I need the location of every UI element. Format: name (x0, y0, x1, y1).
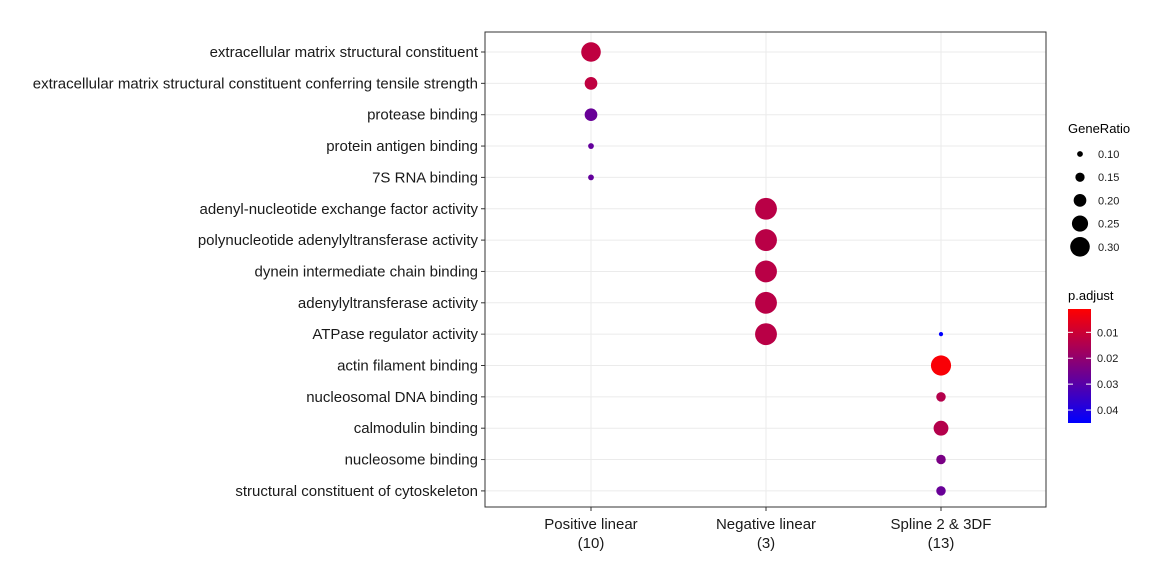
colorbar-label: 0.04 (1097, 405, 1118, 417)
y-tick-label: structural constituent of cytoskeleton (235, 483, 478, 500)
data-point (755, 229, 777, 252)
legend-p-adjust-title: p.adjust (1068, 288, 1114, 303)
legend-size-key (1070, 237, 1090, 257)
legend-size-key (1077, 151, 1083, 157)
y-tick-label: dynein intermediate chain binding (255, 263, 478, 280)
y-tick-label: 7S RNA binding (372, 169, 478, 186)
data-point (584, 77, 598, 90)
data-points (581, 42, 952, 496)
colorbar-label: 0.01 (1097, 327, 1118, 339)
data-point (755, 323, 777, 346)
legend-gene-ratio: GeneRatio 0.10 0.15 0.20 0.25 0.30 (1068, 121, 1130, 257)
x-tick-label: Positive linear (544, 516, 637, 533)
x-tick-count: (10) (578, 535, 605, 552)
legend-size-label: 0.25 (1098, 219, 1119, 231)
x-axis: Positive linear (10) Negative linear (3) Spl… (544, 507, 991, 552)
data-point (755, 197, 777, 220)
legend-gene-ratio-title: GeneRatio (1068, 121, 1130, 136)
data-point (755, 291, 777, 314)
legend-size-label: 0.20 (1098, 195, 1119, 207)
y-tick-label: adenyl-nucleotide exchange factor activi… (200, 201, 479, 218)
data-point (584, 108, 598, 122)
y-tick-label: adenylyltransferase activity (298, 295, 479, 312)
legend-size-key (1073, 194, 1087, 207)
data-point (581, 42, 601, 62)
data-point (933, 420, 949, 436)
y-tick-label: ATPase regulator activity (312, 326, 478, 343)
legend-size-label: 0.30 (1098, 242, 1119, 254)
y-tick-label: actin filament binding (337, 358, 478, 375)
y-tick-label: extracellular matrix structural constitu… (33, 75, 478, 92)
legend-size-label: 0.15 (1098, 172, 1119, 184)
data-point (755, 260, 777, 283)
legend-p-adjust: p.adjust 0.01 0.02 0.03 0.04 (1068, 288, 1118, 423)
legend-size-key (1071, 215, 1089, 232)
y-tick-label: calmodulin binding (354, 420, 478, 437)
data-point (936, 454, 946, 465)
data-point (936, 392, 946, 402)
y-tick-label: protein antigen binding (326, 138, 478, 155)
y-axis: extracellular matrix structural constitu… (33, 44, 485, 500)
x-tick-count: (3) (757, 535, 775, 552)
x-tick-count: (13) (928, 535, 955, 552)
legend-size-key (1075, 172, 1085, 182)
data-point (938, 332, 944, 337)
y-tick-label: protease binding (367, 107, 478, 124)
data-point (930, 355, 952, 376)
legend-size-label: 0.10 (1098, 149, 1119, 161)
y-tick-label: polynucleotide adenylyltransferase activ… (198, 232, 479, 249)
data-point (588, 174, 594, 181)
data-point (588, 143, 594, 149)
data-point (936, 486, 946, 496)
colorbar-label: 0.02 (1097, 353, 1118, 365)
y-tick-label: nucleosomal DNA binding (306, 389, 478, 406)
x-tick-label: Negative linear (716, 516, 816, 533)
y-tick-label: extracellular matrix structural constitu… (210, 44, 479, 61)
p-adjust-colorbar (1068, 309, 1091, 423)
colorbar-label: 0.03 (1097, 379, 1118, 391)
y-tick-label: nucleosome binding (345, 452, 478, 469)
x-tick-label: Spline 2 & 3DF (891, 516, 992, 533)
